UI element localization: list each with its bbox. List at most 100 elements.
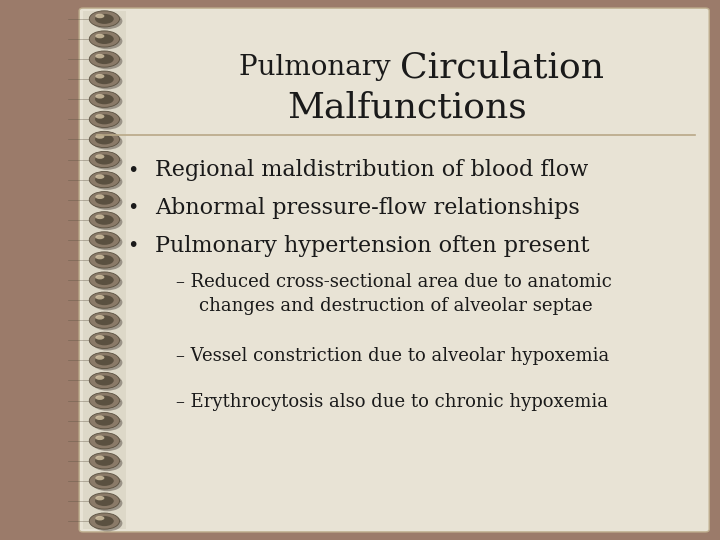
Ellipse shape xyxy=(92,113,122,130)
Text: •: • xyxy=(127,198,139,218)
Ellipse shape xyxy=(89,433,120,449)
Ellipse shape xyxy=(92,254,122,270)
Ellipse shape xyxy=(95,255,114,265)
Ellipse shape xyxy=(89,312,120,328)
Ellipse shape xyxy=(89,131,120,147)
Ellipse shape xyxy=(92,274,122,291)
Ellipse shape xyxy=(95,456,114,466)
Ellipse shape xyxy=(95,74,114,84)
Ellipse shape xyxy=(89,513,120,529)
Ellipse shape xyxy=(89,373,120,389)
Text: Regional maldistribution of blood flow: Regional maldistribution of blood flow xyxy=(155,159,588,181)
Ellipse shape xyxy=(95,436,114,446)
Ellipse shape xyxy=(95,134,114,144)
Ellipse shape xyxy=(95,375,114,386)
Ellipse shape xyxy=(92,395,122,411)
Ellipse shape xyxy=(92,214,122,230)
Ellipse shape xyxy=(95,315,114,325)
Text: •: • xyxy=(127,236,139,255)
Ellipse shape xyxy=(92,234,122,250)
Ellipse shape xyxy=(95,74,104,78)
Ellipse shape xyxy=(95,214,104,219)
Ellipse shape xyxy=(95,335,104,340)
Ellipse shape xyxy=(95,476,114,486)
Ellipse shape xyxy=(95,476,104,480)
Text: Malfunctions: Malfunctions xyxy=(287,91,526,125)
Ellipse shape xyxy=(89,493,120,509)
Ellipse shape xyxy=(95,496,104,501)
Ellipse shape xyxy=(92,375,122,391)
Ellipse shape xyxy=(92,153,122,170)
Ellipse shape xyxy=(95,114,104,119)
Ellipse shape xyxy=(95,415,104,420)
Ellipse shape xyxy=(95,395,114,406)
Ellipse shape xyxy=(95,14,114,24)
Ellipse shape xyxy=(95,315,104,320)
Ellipse shape xyxy=(92,93,122,110)
Ellipse shape xyxy=(89,252,120,268)
Text: Pulmonary hypertension often present: Pulmonary hypertension often present xyxy=(155,235,589,256)
Ellipse shape xyxy=(95,194,104,199)
FancyBboxPatch shape xyxy=(79,8,709,532)
Ellipse shape xyxy=(89,111,120,127)
Bar xyxy=(83,11,126,529)
Ellipse shape xyxy=(95,154,104,159)
Ellipse shape xyxy=(89,332,120,348)
Ellipse shape xyxy=(89,31,120,47)
Ellipse shape xyxy=(92,515,122,531)
Ellipse shape xyxy=(95,295,114,305)
Ellipse shape xyxy=(95,134,104,139)
Ellipse shape xyxy=(89,473,120,489)
Ellipse shape xyxy=(95,174,114,185)
Ellipse shape xyxy=(92,314,122,330)
Ellipse shape xyxy=(95,195,114,205)
Ellipse shape xyxy=(92,33,122,49)
Ellipse shape xyxy=(92,475,122,491)
Ellipse shape xyxy=(95,395,104,400)
Ellipse shape xyxy=(95,516,104,521)
Ellipse shape xyxy=(95,335,114,346)
Ellipse shape xyxy=(89,11,120,27)
Ellipse shape xyxy=(95,355,104,360)
Ellipse shape xyxy=(89,71,120,87)
Ellipse shape xyxy=(95,114,114,124)
Text: Abnormal pressure-flow relationships: Abnormal pressure-flow relationships xyxy=(155,197,580,219)
Ellipse shape xyxy=(95,34,114,44)
Ellipse shape xyxy=(92,354,122,370)
Text: Pulmonary: Pulmonary xyxy=(239,54,400,81)
Ellipse shape xyxy=(89,352,120,368)
Text: – Erythrocytosis also due to chronic hypoxemia: – Erythrocytosis also due to chronic hyp… xyxy=(176,393,608,411)
Text: – Vessel constriction due to alveolar hypoxemia: – Vessel constriction due to alveolar hy… xyxy=(176,347,610,366)
Ellipse shape xyxy=(95,54,114,64)
Ellipse shape xyxy=(95,516,114,526)
Ellipse shape xyxy=(95,275,114,285)
Ellipse shape xyxy=(92,133,122,150)
Ellipse shape xyxy=(95,375,104,380)
Ellipse shape xyxy=(89,192,120,208)
Ellipse shape xyxy=(95,174,104,179)
Ellipse shape xyxy=(92,435,122,451)
Ellipse shape xyxy=(92,455,122,471)
Ellipse shape xyxy=(95,154,114,165)
Ellipse shape xyxy=(95,496,114,506)
Ellipse shape xyxy=(92,73,122,90)
Ellipse shape xyxy=(95,94,114,104)
Ellipse shape xyxy=(89,413,120,429)
Ellipse shape xyxy=(92,53,122,69)
Ellipse shape xyxy=(95,235,114,245)
Ellipse shape xyxy=(89,51,120,67)
Ellipse shape xyxy=(95,215,114,225)
Ellipse shape xyxy=(95,34,104,38)
Ellipse shape xyxy=(92,495,122,511)
Text: Circulation: Circulation xyxy=(400,51,603,84)
Text: – Reduced cross-sectional area due to anatomic
    changes and destruction of al: – Reduced cross-sectional area due to an… xyxy=(176,273,612,315)
Ellipse shape xyxy=(89,292,120,308)
Ellipse shape xyxy=(89,453,120,469)
Ellipse shape xyxy=(89,232,120,248)
Ellipse shape xyxy=(89,212,120,228)
Ellipse shape xyxy=(95,436,104,440)
Text: •: • xyxy=(127,160,139,180)
Ellipse shape xyxy=(95,255,104,259)
Ellipse shape xyxy=(92,194,122,210)
Ellipse shape xyxy=(89,272,120,288)
